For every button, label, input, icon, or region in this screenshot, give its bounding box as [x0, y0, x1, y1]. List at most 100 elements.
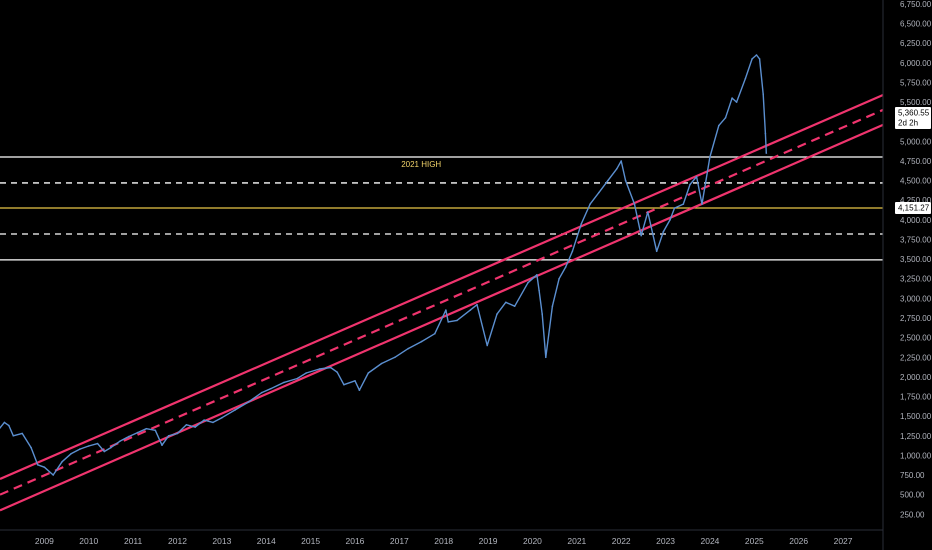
x-tick-label: 2015 — [301, 536, 320, 546]
series-point — [655, 250, 658, 253]
series-point — [456, 319, 458, 322]
series-point — [536, 274, 538, 276]
y-tick-label: 6,000.00 — [900, 59, 932, 68]
price-tag-value-0: 5,360.55 — [898, 109, 930, 118]
series-point — [61, 460, 63, 463]
series-point — [724, 117, 727, 119]
annotations: 2021 HIGH — [401, 160, 441, 169]
series-point — [103, 450, 106, 453]
series-point — [764, 132, 767, 135]
price-series — [0, 54, 768, 476]
x-tick-label: 2016 — [346, 536, 365, 546]
series-point — [79, 448, 81, 450]
x-tick-label: 2010 — [79, 536, 98, 546]
y-tick-label: 4,750.00 — [900, 157, 932, 166]
series-point — [185, 424, 188, 426]
series-point — [616, 168, 618, 170]
series-point — [203, 419, 205, 421]
series-point — [70, 453, 72, 455]
series-point — [247, 401, 250, 403]
series-point — [762, 93, 764, 95]
x-tick-label: 2021 — [567, 536, 586, 546]
y-tick-label: 1,750.00 — [900, 393, 932, 402]
x-tick-label: 2025 — [745, 536, 764, 546]
x-tick-label: 2026 — [789, 536, 808, 546]
series-point — [8, 424, 10, 427]
y-tick-label: 3,500.00 — [900, 255, 932, 264]
y-tick-label: 4,000.00 — [900, 216, 932, 225]
series-point — [434, 332, 436, 335]
series-point — [161, 444, 163, 447]
y-tick-label: 3,000.00 — [900, 294, 932, 303]
y-tick-label: 750.00 — [900, 471, 925, 480]
channel-line-1[interactable] — [0, 108, 884, 496]
x-tick-label: 2009 — [35, 536, 54, 546]
series-point — [689, 183, 691, 186]
series-point — [145, 427, 148, 430]
series-point — [633, 203, 636, 205]
series-point — [735, 101, 738, 103]
series-point — [695, 175, 698, 178]
series-point — [445, 309, 447, 311]
series-point — [336, 371, 339, 374]
series-point — [758, 58, 761, 60]
y-tick-label: 1,000.00 — [900, 451, 932, 460]
series-point — [709, 156, 711, 158]
series-point — [420, 340, 423, 343]
series-point — [662, 230, 665, 233]
y-tick-label: 6,250.00 — [900, 39, 932, 48]
series-point — [343, 383, 345, 386]
x-axis[interactable]: 2009 2010 2011 2012 2013 2014 2015 2016 2017 2018… — [35, 536, 853, 546]
series-point — [87, 445, 90, 447]
level-label-0: 2021 HIGH — [401, 160, 441, 169]
series-point — [167, 435, 170, 437]
trend-channel — [0, 93, 884, 512]
y-tick-label: 5,000.00 — [900, 137, 932, 146]
y-tick-label: 2,000.00 — [900, 373, 932, 382]
series-point — [744, 77, 747, 80]
channel-line-2[interactable] — [0, 123, 884, 512]
price-tag-0 — [895, 107, 931, 130]
y-tick-label: 6,500.00 — [900, 20, 932, 29]
series-point — [647, 211, 649, 213]
series-point — [751, 58, 753, 60]
series-point — [669, 219, 671, 221]
series-point — [476, 303, 478, 306]
series-point — [212, 421, 214, 424]
series-point — [496, 313, 498, 315]
series-point — [12, 435, 15, 437]
series-point — [136, 431, 139, 434]
y-tick-label: 3,250.00 — [900, 275, 932, 284]
y-axis[interactable]: 250.00 500.00 750.00 1,000.00 1,250.00 1,500.… — [900, 0, 932, 519]
series-point — [589, 203, 591, 205]
y-tick-label: 2,750.00 — [900, 314, 932, 323]
series-point — [755, 54, 758, 56]
series-point — [469, 309, 472, 311]
series-point — [624, 179, 627, 182]
series-point — [154, 429, 157, 432]
series-point — [329, 366, 332, 369]
series-point — [447, 321, 450, 323]
series-point — [221, 416, 223, 419]
series-point — [234, 409, 236, 411]
series-point — [580, 223, 583, 225]
series-point — [765, 152, 768, 154]
series-point — [21, 432, 24, 435]
channel-line-0[interactable] — [0, 93, 884, 480]
series-point — [296, 377, 299, 380]
series-point — [261, 391, 263, 394]
x-tick-label: 2019 — [479, 536, 498, 546]
series-point — [36, 464, 39, 466]
x-tick-label: 2014 — [257, 536, 276, 546]
series-point — [551, 305, 554, 308]
series-point — [354, 380, 356, 382]
series-point — [394, 356, 396, 359]
series-point — [283, 381, 285, 384]
y-tick-label: 1,250.00 — [900, 432, 932, 441]
y-tick-label: 250.00 — [900, 510, 925, 519]
series-point — [305, 372, 308, 374]
series-point — [194, 426, 196, 428]
